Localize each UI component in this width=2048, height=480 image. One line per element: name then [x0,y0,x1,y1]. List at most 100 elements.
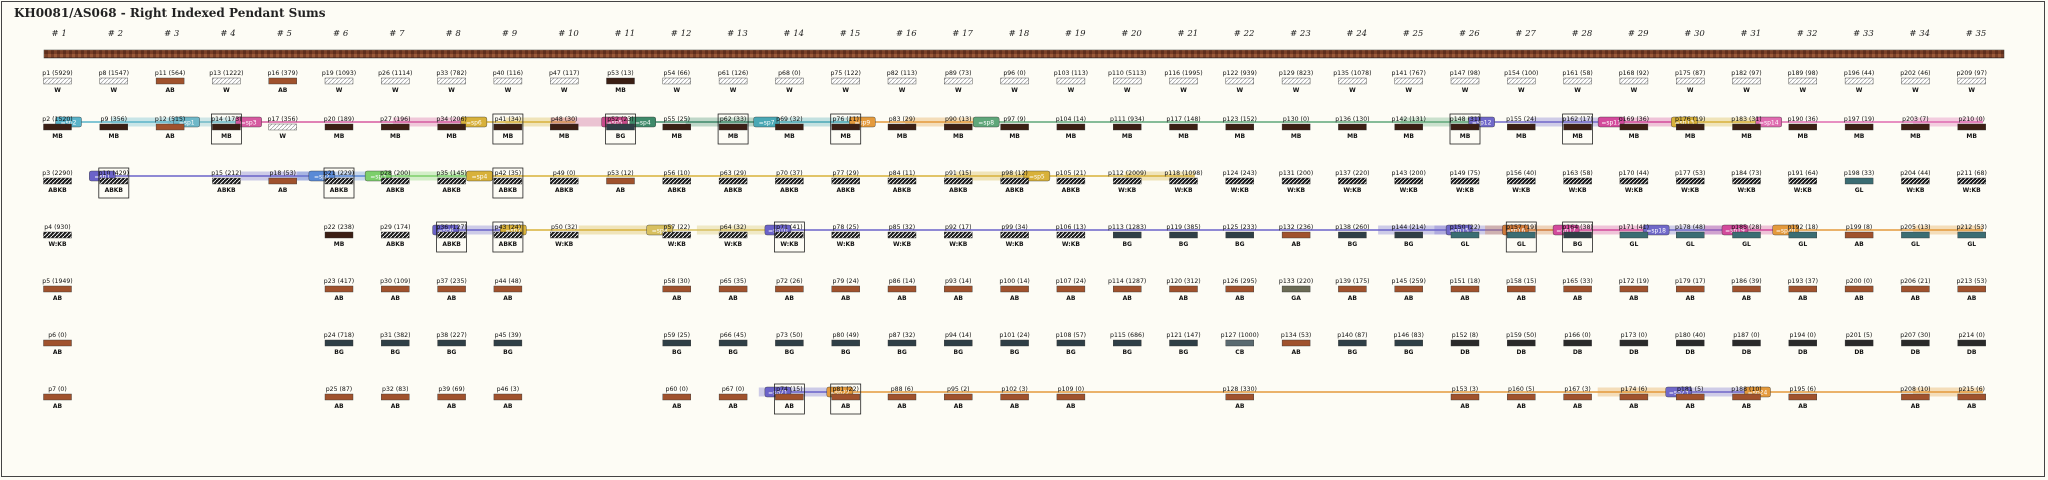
pendant-cord[interactable]: p63 (29) ABKB [718,170,748,194]
pendant-cord[interactable]: p119 (385) BG [1166,224,1200,248]
pendant-cord[interactable]: p212 (53) GL [1956,224,1986,248]
pendant-cord[interactable]: p131 (200) W:KB [1279,170,1313,194]
pendant-cord[interactable]: p32 (83) AB [381,386,410,410]
pendant-cord[interactable]: p108 (57) BG [1056,332,1086,356]
pendant-cord[interactable]: p189 (98) W [1788,70,1818,94]
pendant-cord[interactable]: p109 (0) AB [1056,386,1086,410]
pendant-cord[interactable]: p34 (206) MB [436,116,466,140]
pendant-cord[interactable]: p103 (113) W [1054,70,1088,94]
pendant-cord[interactable]: p15 (212) ABKB [211,170,241,194]
pendant-cord[interactable]: p175 (87) W [1675,70,1705,94]
pendant-cord[interactable]: p199 (8) AB [1844,224,1874,248]
pendant-cord[interactable]: p102 (3) AB [1000,386,1029,410]
pendant-cord[interactable]: p24 (718) BG [324,332,354,356]
pendant-cord[interactable]: p93 (14) AB [944,278,973,302]
pendant-cord[interactable]: p213 (53) AB [1956,278,1986,302]
pendant-cord[interactable]: p158 (15) AB [1506,278,1536,302]
pendant-cord[interactable]: p33 (782) W [436,70,466,94]
pendant-cord[interactable]: p64 (32) W:KB [718,224,748,248]
pendant-cord[interactable]: p4 (930) W:KB [43,224,72,248]
pendant-cord[interactable]: p178 (48) GL [1675,224,1705,248]
pendant-cord[interactable]: p164 (38) BG [1562,221,1593,253]
pendant-cord[interactable]: p173 (0) DB [1619,332,1649,356]
pendant-cord[interactable]: p147 (98) W [1450,70,1480,94]
pendant-cord[interactable]: p18 (53) AB [268,170,297,194]
pendant-cord[interactable]: p205 (13) GL [1900,224,1930,248]
pendant-cord[interactable]: p26 (1114) W [378,70,412,94]
pendant-cord[interactable]: p214 (0) DB [1957,332,1986,356]
pendant-cord[interactable]: p55 (25) MB [662,116,691,140]
pendant-cord[interactable]: p122 (939) W [1223,70,1257,94]
pendant-cord[interactable]: p129 (823) W [1279,70,1313,94]
pendant-cord[interactable]: p211 (68) W:KB [1956,170,1986,194]
pendant-cord[interactable]: p120 (312) AB [1166,278,1200,302]
pendant-cord[interactable]: p77 (29) ABKB [831,170,860,194]
pendant-cord[interactable]: p10 (429) ABKB [98,167,130,199]
pendant-cord[interactable]: p2 (1520) MB [42,116,72,140]
pendant-cord[interactable]: p201 (5) DB [1844,332,1874,356]
pendant-cord[interactable]: p115 (686) BG [1110,332,1144,356]
pendant-cord[interactable]: p154 (100) W [1504,70,1538,94]
pendant-cord[interactable]: p143 (200) W:KB [1392,170,1426,194]
pendant-cord[interactable]: p126 (295) AB [1223,278,1257,302]
pendant-cord[interactable]: p88 (6) AB [887,386,917,410]
pendant-cord[interactable]: p181 (5) AB [1675,386,1705,410]
pendant-cord[interactable]: p81 (22) AB [830,383,862,415]
pendant-cord[interactable]: p1 (5929) W [42,70,72,94]
pendant-cord[interactable]: p134 (53) AB [1281,332,1311,356]
pendant-cord[interactable]: p12 (515) AB [155,116,185,140]
pendant-cord[interactable]: p72 (26) AB [775,278,804,302]
pendant-cord[interactable]: p191 (64) W:KB [1788,170,1818,194]
pendant-cord[interactable]: p43 (24) ABKB [492,221,524,253]
pendant-cord[interactable]: p86 (14) AB [887,278,917,302]
pendant-cord[interactable]: p84 (11) ABKB [887,170,917,194]
pendant-cord[interactable]: p137 (220) W:KB [1335,170,1369,194]
pendant-cord[interactable]: p168 (92) W [1619,70,1649,94]
pendant-cord[interactable]: p155 (24) MB [1506,116,1536,140]
pendant-cord[interactable]: p157 (19) GL [1505,221,1537,253]
pendant-cord[interactable]: p116 (1995) W [1164,70,1202,94]
pendant-cord[interactable]: p35 (145) ABKB [436,170,466,194]
pendant-cord[interactable]: p142 (131) MB [1392,116,1426,140]
pendant-cord[interactable]: p50 (32) W:KB [550,224,579,248]
pendant-cord[interactable]: p179 (17) AB [1675,278,1705,302]
pendant-cord[interactable]: p194 (0) DB [1788,332,1818,356]
pendant-cord[interactable]: p75 (122) W [830,70,860,94]
pendant-cord[interactable]: p139 (175) AB [1335,278,1369,302]
pendant-cord[interactable]: p206 (21) AB [1900,278,1930,302]
pendant-cord[interactable]: p210 (0) MB [1957,116,1986,140]
pendant-cord[interactable]: p149 (75) W:KB [1450,170,1480,194]
pendant-cord[interactable]: p166 (0) DB [1563,332,1592,356]
pendant-cord[interactable]: p196 (44) W [1844,70,1874,94]
pendant-cord[interactable]: p208 (10) AB [1900,386,1930,410]
pendant-cord[interactable]: p188 (10) AB [1731,386,1761,410]
pendant-cord[interactable]: p171 (41) GL [1619,224,1649,248]
pendant-cord[interactable]: p152 (8) DB [1450,332,1480,356]
pendant-cord[interactable]: p136 (130) MB [1335,116,1369,140]
pendant-cord[interactable]: p209 (97) W [1956,70,1986,94]
pendant-cord[interactable]: p110 (5113) W [1108,70,1146,94]
pendant-cord[interactable]: p42 (35) ABKB [492,167,524,199]
pendant-cord[interactable]: p38 (227) BG [436,332,466,356]
pendant-cord[interactable]: p174 (6) AB [1619,386,1649,410]
pendant-cord[interactable]: p185 (28) GL [1731,224,1761,248]
pendant-cord[interactable]: p87 (32) BG [887,332,917,356]
pendant-cord[interactable]: p204 (44) W:KB [1900,170,1930,194]
pendant-cord[interactable]: p215 (6) AB [1957,386,1986,410]
pendant-cord[interactable]: p17 (356) W [267,116,297,140]
pendant-cord[interactable]: p159 (50) DB [1506,332,1536,356]
pendant-cord[interactable]: p13 (1222) W [209,70,243,94]
pendant-cord[interactable]: p170 (44) W:KB [1619,170,1649,194]
pendant-cord[interactable]: p123 (152) MB [1223,116,1257,140]
pendant-cord[interactable]: p124 (243) W:KB [1223,170,1257,194]
pendant-cord[interactable]: p100 (14) AB [999,278,1029,302]
pendant-cord[interactable]: p69 (32) MB [775,116,804,140]
pendant-cord[interactable]: p146 (83) BG [1393,332,1423,356]
pendant-cord[interactable]: p21 (229) ABKB [323,167,355,199]
pendant-cord[interactable]: p6 (0) AB [43,332,72,356]
pendant-cord[interactable]: p78 (25) W:KB [831,224,860,248]
pendant-cord[interactable]: p89 (73) W [944,70,973,94]
pendant-cord[interactable]: p198 (33) GL [1844,170,1874,194]
pendant-cord[interactable]: p190 (36) MB [1788,116,1818,140]
pendant-cord[interactable]: p22 (238) MB [324,224,354,248]
